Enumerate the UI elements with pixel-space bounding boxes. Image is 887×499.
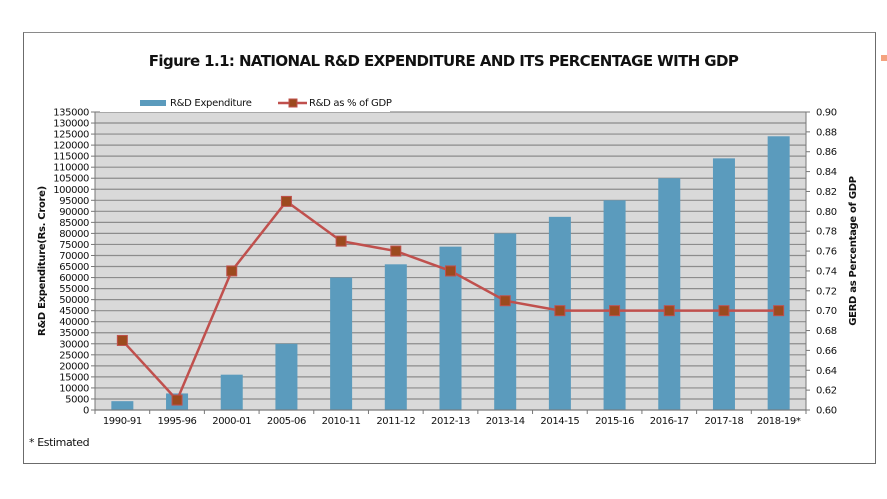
y-right-tick-label: 0.66 [816, 346, 837, 357]
y-right-tick-label: 0.74 [816, 266, 837, 277]
y-tick-label: 70000 [59, 251, 89, 262]
y-right-tick-label: 0.80 [816, 207, 837, 218]
y-right-tick-label: 0.68 [816, 326, 837, 337]
x-tick-label: 2012-13 [431, 416, 470, 427]
line-marker [663, 305, 675, 317]
bar [439, 246, 462, 410]
y-tick-label: 35000 [59, 328, 89, 339]
x-tick-label: 2015-16 [595, 416, 634, 427]
y-tick-label: 135000 [53, 108, 89, 119]
line-marker [390, 245, 402, 257]
bar [494, 233, 517, 410]
legend-box [100, 92, 390, 112]
y-tick-label: 25000 [59, 350, 89, 361]
y-tick-label: 15000 [59, 372, 89, 383]
x-tick-label: 2013-14 [486, 416, 525, 427]
y-tick-label: 10000 [59, 383, 89, 394]
bar [220, 374, 243, 410]
x-tick-label: 2018-19* [757, 416, 801, 427]
y-tick-label: 5000 [65, 394, 89, 405]
x-tick-label: 2014-15 [540, 416, 579, 427]
y-right-tick-label: 0.90 [816, 108, 837, 119]
y-tick-label: 60000 [59, 273, 89, 284]
line-marker [499, 295, 511, 307]
x-tick-label: 1990-91 [103, 416, 142, 427]
y-tick-label: 115000 [53, 152, 89, 163]
y-tick-label: 45000 [59, 306, 89, 317]
line-marker [609, 305, 621, 317]
y-tick-label: 30000 [59, 339, 89, 350]
bar [767, 136, 790, 410]
footnote: * Estimated [29, 436, 90, 449]
y-tick-label: 40000 [59, 317, 89, 328]
line-marker [335, 235, 347, 247]
x-tick-label: 2005-06 [267, 416, 306, 427]
y-right-tick-label: 0.86 [816, 147, 837, 158]
y-right-tick-label: 0.70 [816, 306, 837, 317]
bar-series [111, 136, 790, 410]
y-tick-label: 130000 [53, 119, 89, 130]
line-marker [445, 265, 456, 277]
y-tick-label: 50000 [59, 295, 89, 306]
y-right-tick-label: 0.72 [816, 286, 837, 297]
line-marker [116, 334, 128, 346]
x-tick-label: 2000-01 [212, 416, 251, 427]
y-tick-label: 105000 [53, 174, 89, 185]
bar [712, 158, 735, 410]
y-tick-label: 80000 [59, 229, 89, 240]
line-marker [718, 305, 730, 317]
line-marker [226, 265, 238, 277]
axes: 0500010000150002000025000300003500040000… [53, 108, 837, 428]
chart-title: Figure 1.1: NATIONAL R&D EXPENDITURE AND… [148, 52, 739, 70]
y-right-tick-label: 0.82 [816, 187, 837, 198]
y-tick-label: 55000 [59, 284, 89, 295]
line-marker [554, 305, 566, 317]
line-marker [171, 394, 183, 406]
x-tick-label: 2010-11 [322, 416, 361, 427]
line-marker [773, 305, 785, 317]
y-right-tick-label: 0.60 [816, 406, 837, 417]
y-tick-label: 20000 [59, 361, 89, 372]
y-tick-label: 65000 [59, 262, 89, 273]
y-tick-label: 120000 [53, 141, 89, 152]
legend-swatch-marker [288, 98, 298, 108]
line-series [116, 195, 785, 406]
y-right-tick-label: 0.88 [816, 127, 837, 138]
bar [384, 264, 407, 410]
legend-swatch-bar [140, 100, 166, 106]
y-tick-label: 75000 [59, 240, 89, 251]
y-right-tick-label: 0.84 [816, 167, 837, 178]
y-tick-label: 125000 [53, 130, 89, 141]
y-axis-title-left: R&D Expenditure(Rs. Crore) [37, 186, 48, 336]
y-right-tick-label: 0.78 [816, 227, 837, 238]
x-tick-label: 1995-96 [158, 416, 197, 427]
y-tick-label: 110000 [53, 163, 89, 174]
x-tick-label: 2016-17 [650, 416, 689, 427]
x-tick-label: 2011-12 [376, 416, 415, 427]
legend-label-line: R&D as % of GDP [309, 98, 392, 109]
y-right-tick-label: 0.64 [816, 366, 837, 377]
bar [111, 401, 134, 410]
y-tick-label: 0 [83, 406, 89, 417]
y-tick-label: 85000 [59, 218, 89, 229]
y-axis-title-right: GERD as Percentage of GDP [848, 176, 859, 326]
y-tick-label: 95000 [59, 196, 89, 207]
decorative-marker [881, 55, 887, 61]
line-marker [280, 195, 292, 207]
y-right-tick-label: 0.62 [816, 386, 837, 397]
bar [658, 178, 681, 410]
bar [275, 343, 298, 410]
legend: R&D Expenditure R&D as % of GDP [100, 92, 392, 112]
y-tick-label: 100000 [53, 185, 89, 196]
y-right-tick-label: 0.76 [816, 247, 837, 258]
x-tick-label: 2017-18 [704, 416, 743, 427]
legend-label-bar: R&D Expenditure [170, 98, 252, 109]
y-tick-label: 90000 [59, 207, 89, 218]
bar [603, 200, 626, 410]
bar [330, 277, 353, 410]
